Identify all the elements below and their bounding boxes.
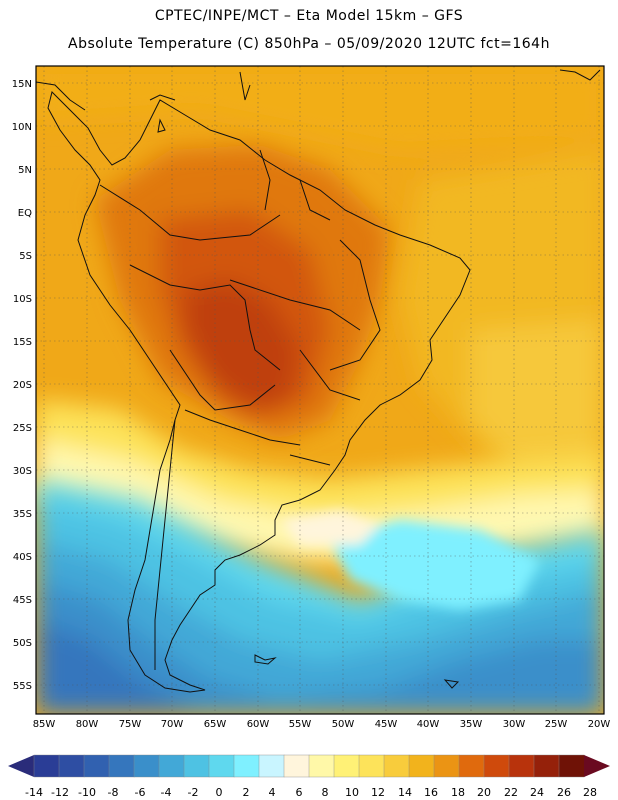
- lon-label: 45W: [375, 719, 398, 730]
- lon-label: 50W: [332, 719, 355, 730]
- colorbar-swatch: [158, 754, 185, 778]
- temperature-field: [36, 66, 604, 714]
- colorbar-label: 24: [530, 786, 544, 799]
- map-frame: [35, 65, 605, 715]
- colorbar-label: 10: [345, 786, 359, 799]
- colorbar-swatch: [208, 754, 235, 778]
- lon-label: 35W: [460, 719, 483, 730]
- colorbar-swatch: [233, 754, 260, 778]
- colorbar-label: -10: [78, 786, 96, 799]
- lat-label: 10S: [13, 294, 32, 305]
- lon-label: 65W: [204, 719, 227, 730]
- colorbar-over-triangle: [584, 755, 610, 777]
- lon-label: 70W: [161, 719, 184, 730]
- lat-label: 40S: [13, 552, 32, 563]
- longitude-labels: 85W 80W 75W 70W 65W 60W 55W 50W 45W 40W …: [33, 719, 611, 730]
- colorbar-swatch: [108, 754, 135, 778]
- lat-label: EQ: [18, 208, 32, 219]
- lat-label: 15S: [13, 337, 32, 348]
- colorbar-label: 0: [216, 786, 223, 799]
- colorbar-swatch: [558, 754, 585, 778]
- lat-label: 15N: [12, 79, 32, 90]
- colorbar-label: 2: [243, 786, 250, 799]
- colorbar-swatch: [58, 754, 85, 778]
- colorbar-label: -6: [135, 786, 146, 799]
- colorbar-label: 12: [371, 786, 385, 799]
- coastline: [47, 91, 471, 693]
- lon-label: 80W: [76, 719, 99, 730]
- lat-label: 25S: [13, 423, 32, 434]
- colorbar-label: 14: [398, 786, 412, 799]
- colorbar-swatch: [283, 754, 310, 778]
- colorbar-label: 18: [451, 786, 465, 799]
- map-title-line-2: Absolute Temperature (C) 850hPa – 05/09/…: [68, 36, 550, 52]
- colorbar-label: 28: [583, 786, 597, 799]
- lat-label: 10N: [12, 122, 32, 133]
- colorbar-swatch: [33, 754, 60, 778]
- colorbar-label: 26: [557, 786, 571, 799]
- colorbar-swatch: [533, 754, 560, 778]
- colorbar-label: 6: [296, 786, 303, 799]
- colorbar-swatch: [383, 754, 410, 778]
- colorbar-swatch: [133, 754, 160, 778]
- colorbar-swatch: [408, 754, 435, 778]
- lon-label: 30W: [503, 719, 526, 730]
- lat-label: 5N: [18, 165, 32, 176]
- colorbar-swatch: [333, 754, 360, 778]
- colorbar-under-triangle: [8, 755, 34, 777]
- lon-label: 85W: [33, 719, 56, 730]
- colorbar-label: 20: [477, 786, 491, 799]
- colorbar-label: 4: [269, 786, 276, 799]
- lon-label: 40W: [417, 719, 440, 730]
- colorbar-swatch: [83, 754, 110, 778]
- latitude-labels: 15N 10N 5N EQ 5S 10S 15S 20S 25S 30S 35S…: [12, 79, 32, 692]
- lat-label: 35S: [13, 509, 32, 520]
- colorbar-label: -12: [51, 786, 69, 799]
- lat-label: 50S: [13, 638, 32, 649]
- colorbar-swatch: [183, 754, 210, 778]
- colorbar: -14 -12 -10 -8 -6 -4 -2 0 2 4 6 8 10 12 …: [8, 754, 610, 799]
- colorbar-swatch: [433, 754, 460, 778]
- colorbar-label: 8: [322, 786, 329, 799]
- colorbar-swatch: [483, 754, 510, 778]
- lat-label: 5S: [19, 251, 32, 262]
- colorbar-label: -4: [161, 786, 172, 799]
- colorbar-label: -8: [108, 786, 119, 799]
- map-title-line-1: CPTEC/INPE/MCT – Eta Model 15km – GFS: [154, 8, 464, 24]
- lon-label: 20W: [588, 719, 611, 730]
- colorbar-label: 16: [424, 786, 438, 799]
- colorbar-label: -2: [188, 786, 199, 799]
- lon-label: 75W: [119, 719, 142, 730]
- lat-label: 20S: [13, 380, 32, 391]
- lon-label: 25W: [545, 719, 568, 730]
- colorbar-swatch: [458, 754, 485, 778]
- colorbar-swatch: [258, 754, 285, 778]
- lon-label: 60W: [247, 719, 270, 730]
- colorbar-swatch: [308, 754, 335, 778]
- lat-label: 30S: [13, 466, 32, 477]
- colorbar-swatch: [508, 754, 535, 778]
- lat-label: 45S: [13, 595, 32, 606]
- colorbar-label: 22: [504, 786, 518, 799]
- colorbar-label: -14: [25, 786, 43, 799]
- colorbar-swatch: [358, 754, 385, 778]
- lon-label: 55W: [289, 719, 312, 730]
- lat-label: 55S: [13, 681, 32, 692]
